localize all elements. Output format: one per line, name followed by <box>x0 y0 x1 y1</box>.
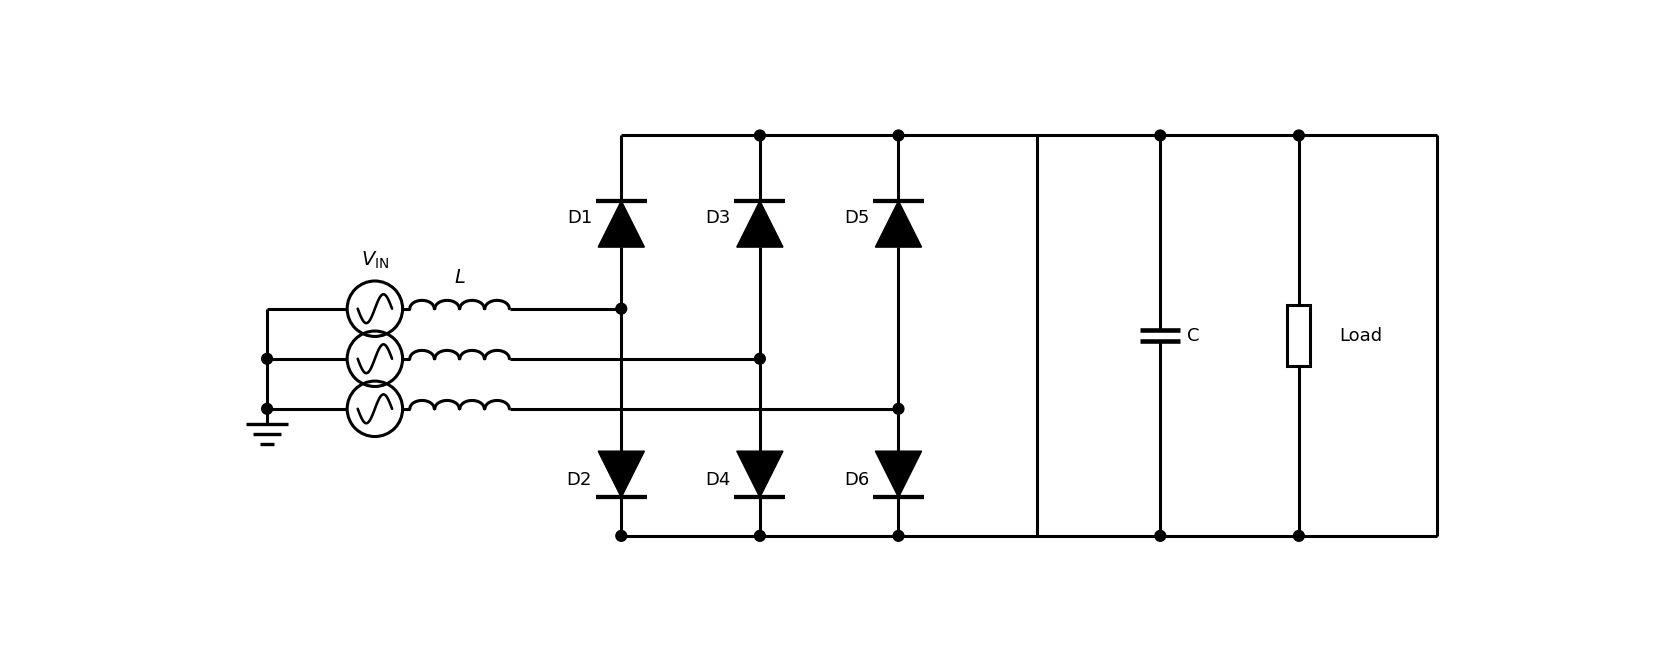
Text: D3: D3 <box>706 209 731 227</box>
Polygon shape <box>737 201 782 247</box>
Text: Load: Load <box>1339 326 1383 345</box>
Circle shape <box>263 353 273 364</box>
Circle shape <box>754 530 766 542</box>
Text: D4: D4 <box>706 472 731 489</box>
Circle shape <box>893 530 905 542</box>
Circle shape <box>893 130 905 141</box>
Text: $V_{\rm IN}$: $V_{\rm IN}$ <box>361 250 390 271</box>
Bar <box>1287 305 1311 366</box>
Circle shape <box>615 303 627 314</box>
Polygon shape <box>876 201 921 247</box>
Polygon shape <box>737 451 782 497</box>
Circle shape <box>615 530 627 542</box>
Polygon shape <box>599 451 644 497</box>
Polygon shape <box>599 201 644 247</box>
Text: D6: D6 <box>844 472 869 489</box>
Text: D2: D2 <box>567 472 592 489</box>
Circle shape <box>754 353 766 364</box>
Circle shape <box>754 130 766 141</box>
Circle shape <box>263 404 273 414</box>
Circle shape <box>1155 130 1165 141</box>
Circle shape <box>1155 530 1165 542</box>
Text: C: C <box>1187 326 1200 345</box>
Text: L: L <box>455 268 465 287</box>
Polygon shape <box>876 451 921 497</box>
Circle shape <box>893 404 905 414</box>
Circle shape <box>1294 530 1304 542</box>
Circle shape <box>1294 130 1304 141</box>
Text: D1: D1 <box>567 209 592 227</box>
Text: D5: D5 <box>844 209 869 227</box>
